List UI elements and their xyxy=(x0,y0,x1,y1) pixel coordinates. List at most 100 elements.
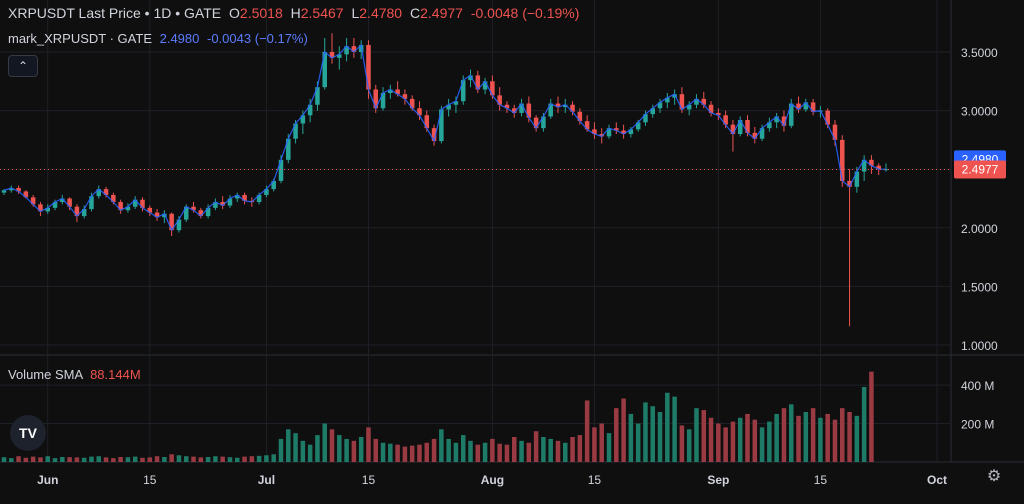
candle-body xyxy=(388,89,393,94)
candle-body xyxy=(154,212,160,218)
volume-bar xyxy=(533,431,539,462)
volume-bar xyxy=(373,438,379,462)
low-label: L xyxy=(351,5,360,21)
volume-bar xyxy=(329,429,335,462)
volume-bar xyxy=(431,438,437,462)
settings-icon[interactable]: ⚙ xyxy=(986,468,1002,485)
volume-bar xyxy=(621,398,626,462)
volume-bar xyxy=(468,440,473,462)
volume-bar xyxy=(803,412,809,462)
volume-bar xyxy=(767,421,772,462)
candle-body xyxy=(424,115,430,129)
volume-bar xyxy=(380,442,386,462)
candle-body xyxy=(183,206,189,220)
volume-bar xyxy=(132,456,138,462)
candle-body xyxy=(380,93,386,109)
candle-body xyxy=(147,207,153,213)
candle-body xyxy=(584,121,590,130)
volume-bar xyxy=(388,443,393,462)
candle-body xyxy=(234,194,240,199)
volume-bar xyxy=(730,421,736,462)
time-tick-label: Aug xyxy=(481,473,504,487)
candle-body xyxy=(533,117,539,129)
candle-body xyxy=(621,130,626,135)
candle-body xyxy=(205,207,211,217)
price-tick-label: 2.0000 xyxy=(961,222,998,236)
candle-body xyxy=(847,180,852,187)
volume-bar xyxy=(351,440,357,462)
volume-value: 88.144M xyxy=(90,367,141,382)
candle-body xyxy=(840,139,845,181)
candle-body xyxy=(227,198,233,206)
collapse-legend-button[interactable]: ⌃ xyxy=(8,55,38,77)
candle-body xyxy=(307,104,313,116)
tradingview-logo[interactable]: TV xyxy=(10,415,46,451)
volume-bar xyxy=(563,442,568,462)
volume-bar xyxy=(548,438,553,462)
candle-body xyxy=(169,213,174,231)
volume-bar xyxy=(96,456,102,462)
mark-change: -0.0043 (−0.17%) xyxy=(207,31,308,46)
volume-bar xyxy=(716,423,721,462)
candle-body xyxy=(366,44,371,90)
candle-body xyxy=(548,103,553,117)
volume-bar xyxy=(278,438,284,462)
volume-bar xyxy=(402,446,408,462)
candle-body xyxy=(1,190,7,193)
candle-body xyxy=(300,115,306,124)
volume-bar xyxy=(169,454,174,462)
candle-body xyxy=(759,128,765,139)
volume-bar xyxy=(519,440,524,462)
time-tick-label: Jun xyxy=(37,473,58,487)
candle-body xyxy=(23,191,29,198)
symbol-title: XRPUSDT Last Price • 1D • GATE xyxy=(8,5,222,21)
candle-body xyxy=(723,115,728,125)
candle-body xyxy=(439,109,444,142)
candle-body xyxy=(482,81,488,90)
price-tick-label: 3.5000 xyxy=(961,46,998,60)
candle-body xyxy=(351,46,357,52)
open-label: O xyxy=(229,5,240,21)
last-price-tag-label: 2.4977 xyxy=(962,162,999,176)
candle-body xyxy=(869,159,874,166)
volume-bar xyxy=(60,457,65,462)
volume-bar xyxy=(497,443,502,462)
volume-legend: Volume SMA 88.144M xyxy=(8,367,141,382)
volume-bar xyxy=(264,455,269,462)
candle-body xyxy=(854,171,860,187)
candle-body xyxy=(460,80,466,102)
volume-bar xyxy=(118,457,123,462)
volume-bar xyxy=(81,457,87,462)
volume-bar xyxy=(67,457,72,462)
candle-body xyxy=(293,123,298,139)
time-tick-label: 15 xyxy=(588,473,602,487)
candle-body xyxy=(767,122,772,129)
time-tick-label: 15 xyxy=(143,473,157,487)
candle-body xyxy=(592,129,597,135)
candle-body xyxy=(657,102,663,109)
volume-bar xyxy=(9,458,14,462)
candle-body xyxy=(60,198,65,203)
volume-bar xyxy=(694,408,699,462)
candle-body xyxy=(264,189,269,195)
candle-body xyxy=(446,104,451,110)
volume-bar xyxy=(686,429,692,462)
candle-body xyxy=(191,206,196,211)
candle-body xyxy=(730,124,736,135)
volume-bar xyxy=(606,433,612,462)
volume-tick-label: 200 M xyxy=(961,418,994,432)
volume-bar xyxy=(23,457,29,462)
candle-body xyxy=(162,213,167,218)
candle-body xyxy=(628,129,634,135)
volume-bar xyxy=(162,457,167,462)
volume-bar xyxy=(395,444,400,462)
time-tick-label: Jul xyxy=(258,473,275,487)
volume-bar xyxy=(788,404,794,462)
candle-body xyxy=(395,89,400,95)
volume-bar xyxy=(227,457,233,462)
candle-body xyxy=(67,198,72,207)
candle-body xyxy=(125,206,131,211)
candle-body xyxy=(74,206,80,217)
volume-bar xyxy=(490,438,495,462)
